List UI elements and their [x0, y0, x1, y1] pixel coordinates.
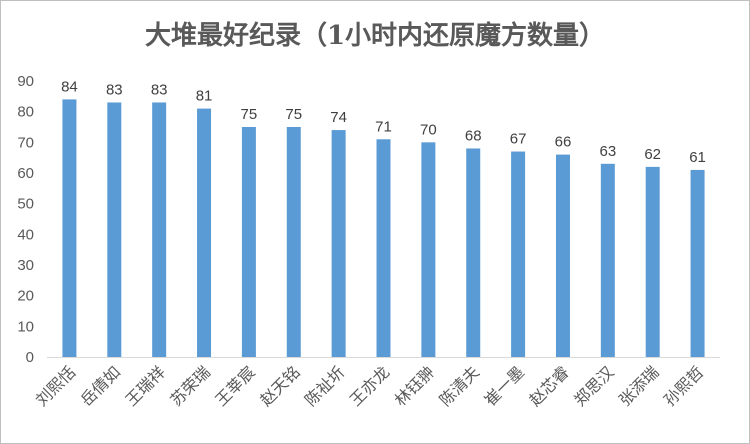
bar: [286, 127, 301, 357]
bar-value-label: 75: [285, 106, 302, 123]
y-tick-label: 80: [17, 104, 34, 121]
y-tick-label: 90: [17, 73, 34, 90]
bar: [690, 169, 705, 357]
bar: [62, 99, 77, 358]
x-tick-label: 刘熙恬: [32, 362, 79, 409]
x-tick-label: 郑思汉: [570, 362, 617, 409]
x-axis: 刘熙恬岳倩如王瑞祥苏荣瑞王莘宸赵天铭陈祉圻王亦龙林钰翀陈清夫崔一墨赵芯睿郑思汉张…: [32, 357, 720, 410]
x-tick-label: 陈清夫: [436, 362, 483, 409]
bar: [152, 102, 167, 357]
x-tick-label: 张添瑞: [615, 362, 662, 409]
bar: [197, 108, 212, 357]
y-tick-label: 70: [17, 134, 34, 151]
bar: [645, 166, 660, 357]
x-tick-label: 孙熙哲: [660, 362, 707, 409]
y-tick-label: 10: [17, 318, 34, 335]
bar: [331, 130, 346, 357]
bar-value-label: 62: [644, 146, 661, 163]
x-tick-label: 赵天铭: [256, 362, 303, 409]
y-axis: 0 10 20 30 40 50 60 70 80 90: [17, 73, 34, 366]
data-labels: 84 83 83 81 75 75 74 71 70 68 67 66 63 62 61: [61, 78, 706, 166]
bar-value-label: 66: [555, 134, 572, 151]
bar-value-label: 61: [689, 149, 706, 166]
x-tick-label: 陈祉圻: [301, 362, 348, 409]
x-tick-label: 崔一墨: [481, 362, 528, 409]
bar-value-label: 67: [510, 131, 527, 148]
bar: [376, 139, 391, 357]
bar: [511, 151, 526, 357]
y-tick-label: 50: [17, 196, 34, 213]
bar-value-label: 68: [465, 127, 482, 144]
bar: [600, 163, 615, 357]
bar-value-label: 81: [196, 88, 213, 105]
y-tick-label: 20: [17, 288, 34, 305]
y-tick-label: 40: [17, 226, 34, 243]
bar-value-label: 84: [61, 78, 78, 95]
bar-value-label: 75: [241, 106, 258, 123]
bar: [555, 154, 570, 357]
x-tick-label: 赵芯睿: [525, 362, 572, 409]
bar-value-label: 71: [375, 118, 392, 135]
x-tick-label: 苏荣瑞: [166, 362, 213, 409]
bars: [62, 99, 705, 358]
y-tick-label: 30: [17, 257, 34, 274]
bar-value-label: 74: [330, 109, 347, 126]
x-tick-label: 岳倩如: [77, 362, 124, 409]
bar: [241, 127, 256, 357]
bar-value-label: 63: [599, 143, 616, 160]
y-tick-label: 0: [26, 349, 34, 366]
bar: [107, 102, 122, 357]
bar-value-label: 83: [106, 81, 123, 98]
x-tick-label: 王瑞祥: [122, 362, 169, 409]
bar: [466, 148, 481, 357]
chart-title: 大堆最好纪录（1小时内还原魔方数量）: [145, 20, 605, 51]
y-tick-label: 60: [17, 165, 34, 182]
bar-value-label: 70: [420, 121, 437, 138]
x-tick-label: 林钰翀: [391, 362, 438, 409]
x-tick-label: 王莘宸: [211, 362, 258, 409]
bar: [421, 142, 436, 357]
bar-value-label: 83: [151, 81, 168, 98]
x-tick-label: 王亦龙: [346, 362, 393, 409]
